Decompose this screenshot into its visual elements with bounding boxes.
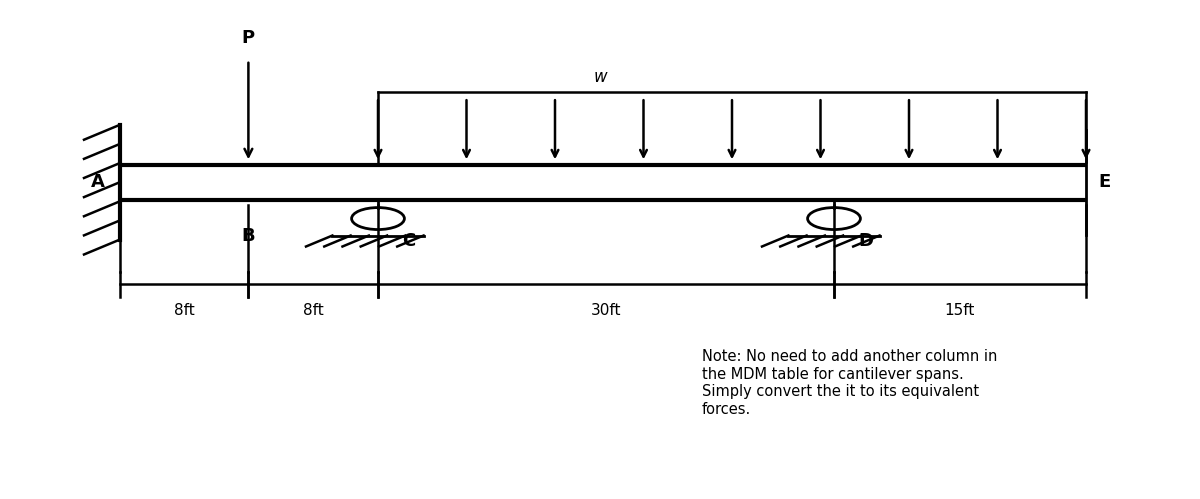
Text: 30ft: 30ft <box>590 303 622 318</box>
Text: 8ft: 8ft <box>174 303 194 318</box>
Text: C: C <box>402 232 415 250</box>
Text: D: D <box>858 232 874 250</box>
Text: 8ft: 8ft <box>302 303 324 318</box>
Text: w: w <box>593 68 607 86</box>
Text: A: A <box>90 173 104 191</box>
Text: B: B <box>241 227 256 245</box>
Text: E: E <box>1098 173 1110 191</box>
Text: P: P <box>242 29 254 47</box>
Text: Note: No need to add another column in
the MDM table for cantilever spans.
Simpl: Note: No need to add another column in t… <box>702 349 997 417</box>
Text: 15ft: 15ft <box>944 303 976 318</box>
